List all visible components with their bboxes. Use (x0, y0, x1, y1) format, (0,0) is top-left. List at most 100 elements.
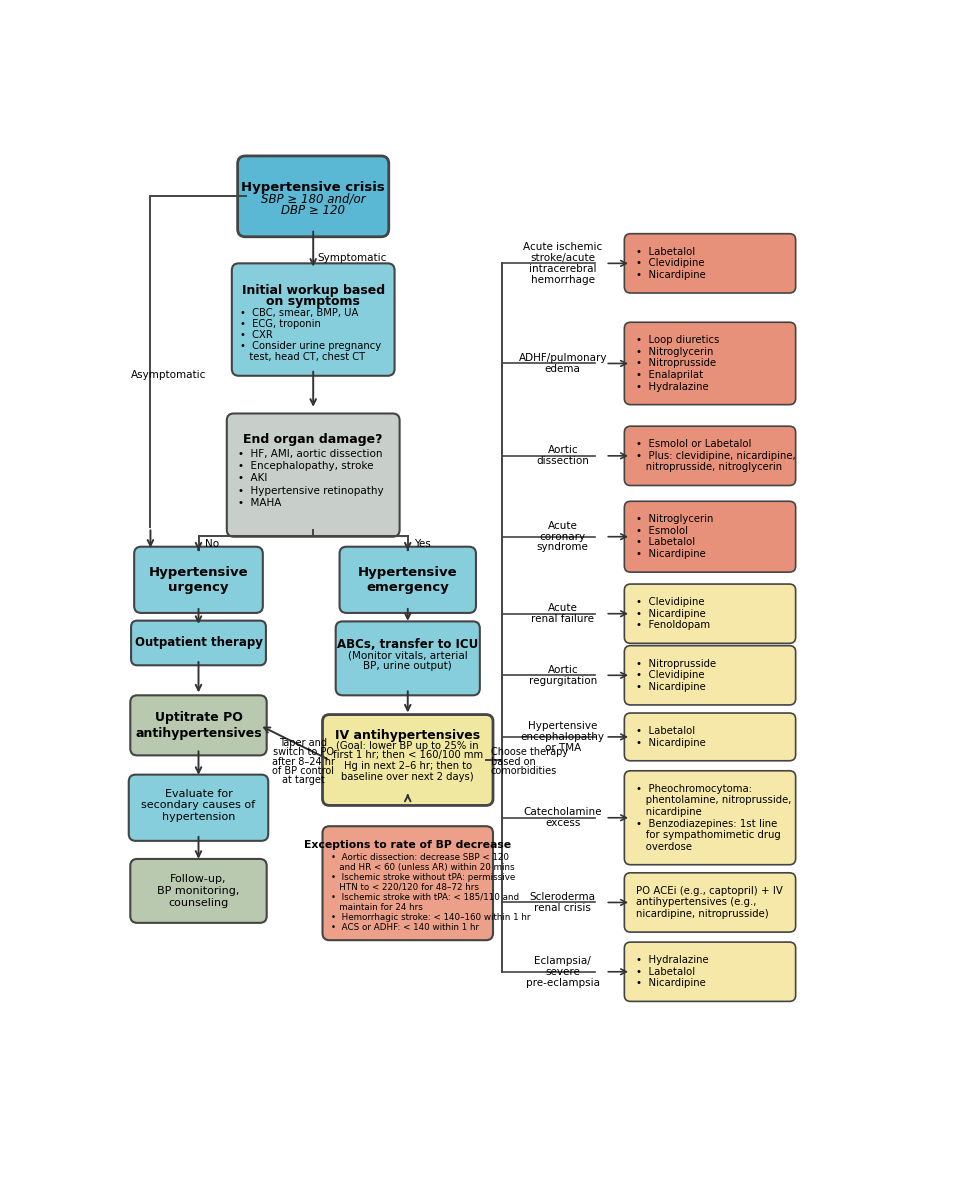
Text: counseling: counseling (168, 899, 228, 908)
Text: first 1 hr; then < 160/100 mm: first 1 hr; then < 160/100 mm (333, 750, 483, 761)
FancyBboxPatch shape (322, 714, 493, 805)
Text: nitroprusside, nitroglycerin: nitroprusside, nitroglycerin (636, 462, 782, 473)
Text: ABCs, transfer to ICU: ABCs, transfer to ICU (337, 638, 478, 650)
Text: urgency: urgency (168, 581, 228, 594)
FancyBboxPatch shape (322, 827, 493, 940)
Text: •  ACS or ADHF: < 140 within 1 hr: • ACS or ADHF: < 140 within 1 hr (331, 923, 479, 931)
Text: •  CXR: • CXR (240, 330, 273, 340)
Text: PO ACEi (e.g., captopril) + IV: PO ACEi (e.g., captopril) + IV (636, 886, 782, 896)
Text: nicardipine, nitroprusside): nicardipine, nitroprusside) (636, 910, 769, 919)
FancyBboxPatch shape (624, 942, 796, 1001)
Text: (Goal: lower BP up to 25% in: (Goal: lower BP up to 25% in (337, 742, 479, 751)
Text: •  CBC, smear, BMP, UA: • CBC, smear, BMP, UA (240, 308, 359, 318)
Text: on symptoms: on symptoms (266, 294, 360, 307)
Text: •  Esmolol: • Esmolol (636, 526, 687, 536)
Text: antihypertensives (e.g.,: antihypertensives (e.g., (636, 898, 756, 907)
Text: hypertension: hypertension (162, 812, 235, 822)
Text: •  Nicardipine: • Nicardipine (636, 738, 706, 748)
Text: •  Clevidipine: • Clevidipine (636, 598, 704, 607)
Text: maintain for 24 hrs: maintain for 24 hrs (331, 902, 423, 912)
Text: No: No (204, 539, 219, 548)
Text: syndrome: syndrome (537, 542, 589, 552)
Text: based on: based on (491, 756, 535, 767)
Text: •  Nicardipine: • Nicardipine (636, 608, 706, 619)
FancyBboxPatch shape (336, 622, 480, 695)
Text: •  Nicardipine: • Nicardipine (636, 682, 706, 692)
Text: Hg in next 2–6 hr; then to: Hg in next 2–6 hr; then to (344, 761, 471, 772)
Text: at target: at target (282, 775, 324, 785)
Text: •  Nicardipine: • Nicardipine (636, 270, 706, 280)
Text: •  Hydralazine: • Hydralazine (636, 955, 709, 965)
Text: •  Encephalopathy, stroke: • Encephalopathy, stroke (238, 461, 374, 470)
Text: DBP ≥ 120: DBP ≥ 120 (281, 204, 346, 217)
Text: •  MAHA: • MAHA (238, 498, 282, 508)
Text: Acute ischemic: Acute ischemic (523, 242, 602, 252)
Text: comorbidities: comorbidities (491, 766, 557, 775)
FancyBboxPatch shape (135, 547, 263, 613)
Text: •  Labetalol: • Labetalol (636, 247, 695, 257)
Text: IV antihypertensives: IV antihypertensives (335, 728, 480, 742)
FancyBboxPatch shape (624, 234, 796, 293)
Text: ADHF/pulmonary: ADHF/pulmonary (519, 353, 607, 364)
Text: •  Aortic dissection: decrease SBP < 120: • Aortic dissection: decrease SBP < 120 (331, 852, 509, 862)
Text: Scleroderma: Scleroderma (529, 892, 595, 902)
Text: End organ damage?: End organ damage? (243, 433, 383, 446)
Text: nicardipine: nicardipine (636, 806, 702, 817)
Text: stroke/acute: stroke/acute (530, 253, 595, 263)
Text: •  Plus: clevidipine, nicardipine,: • Plus: clevidipine, nicardipine, (636, 451, 796, 461)
FancyBboxPatch shape (227, 414, 400, 536)
Text: edema: edema (545, 364, 581, 374)
Text: •  Loop diuretics: • Loop diuretics (636, 335, 719, 346)
Text: •  Nitroglycerin: • Nitroglycerin (636, 347, 713, 356)
Text: •  Labetalol: • Labetalol (636, 967, 695, 977)
Text: Evaluate for: Evaluate for (165, 788, 232, 799)
FancyBboxPatch shape (129, 775, 268, 841)
Text: coronary: coronary (540, 532, 586, 541)
FancyBboxPatch shape (624, 872, 796, 932)
Text: secondary causes of: secondary causes of (141, 799, 256, 810)
FancyBboxPatch shape (624, 646, 796, 704)
FancyBboxPatch shape (624, 584, 796, 643)
Text: (Monitor vitals, arterial: (Monitor vitals, arterial (348, 650, 468, 660)
Text: Hypertensive: Hypertensive (149, 565, 249, 578)
FancyBboxPatch shape (624, 713, 796, 761)
Text: Taper and: Taper and (279, 738, 327, 748)
Text: •  Pheochromocytoma:: • Pheochromocytoma: (636, 784, 751, 794)
Text: BP, urine output): BP, urine output) (363, 661, 452, 671)
Text: •  Ischemic stroke with tPA: < 185/110 and: • Ischemic stroke with tPA: < 185/110 an… (331, 893, 519, 901)
Text: after 8–24 hr: after 8–24 hr (272, 756, 335, 767)
Text: •  Clevidipine: • Clevidipine (636, 671, 704, 680)
Text: Uptitrate PO: Uptitrate PO (155, 712, 242, 724)
Text: Symptomatic: Symptomatic (318, 253, 387, 263)
Text: •  Enalaprilat: • Enalaprilat (636, 370, 703, 380)
FancyBboxPatch shape (340, 547, 476, 613)
FancyBboxPatch shape (231, 263, 395, 376)
Text: for sympathomimetic drug: for sympathomimetic drug (636, 830, 780, 840)
Text: switch to PO: switch to PO (273, 748, 334, 757)
Text: severe: severe (545, 967, 580, 977)
Text: dissection: dissection (536, 456, 590, 467)
Text: phentolamine, nitroprusside,: phentolamine, nitroprusside, (636, 796, 791, 805)
Text: Acute: Acute (548, 521, 578, 530)
Text: excess: excess (545, 818, 581, 828)
Text: Hypertensive: Hypertensive (358, 565, 458, 578)
Text: •  AKI: • AKI (238, 473, 267, 484)
Text: •  Nicardipine: • Nicardipine (636, 978, 706, 989)
Text: •  Nitroglycerin: • Nitroglycerin (636, 515, 713, 524)
Text: pre-eclampsia: pre-eclampsia (526, 978, 600, 988)
Text: encephalopathy: encephalopathy (521, 732, 605, 742)
FancyBboxPatch shape (237, 156, 389, 236)
Text: regurgitation: regurgitation (529, 676, 597, 685)
Text: •  Nicardipine: • Nicardipine (636, 550, 706, 559)
Text: •  Hydralazine: • Hydralazine (636, 382, 709, 391)
Text: of BP control: of BP control (272, 766, 334, 775)
Text: hemorrhage: hemorrhage (530, 275, 594, 284)
FancyBboxPatch shape (131, 620, 266, 665)
Text: •  Labetalol: • Labetalol (636, 538, 695, 547)
Text: •  Hypertensive retinopathy: • Hypertensive retinopathy (238, 486, 383, 496)
Text: •  Clevidipine: • Clevidipine (636, 258, 704, 269)
Text: •  Benzodiazepines: 1st line: • Benzodiazepines: 1st line (636, 818, 777, 828)
Text: •  ECG, troponin: • ECG, troponin (240, 319, 321, 329)
Text: renal crisis: renal crisis (534, 902, 591, 913)
Text: Aortic: Aortic (548, 665, 578, 674)
